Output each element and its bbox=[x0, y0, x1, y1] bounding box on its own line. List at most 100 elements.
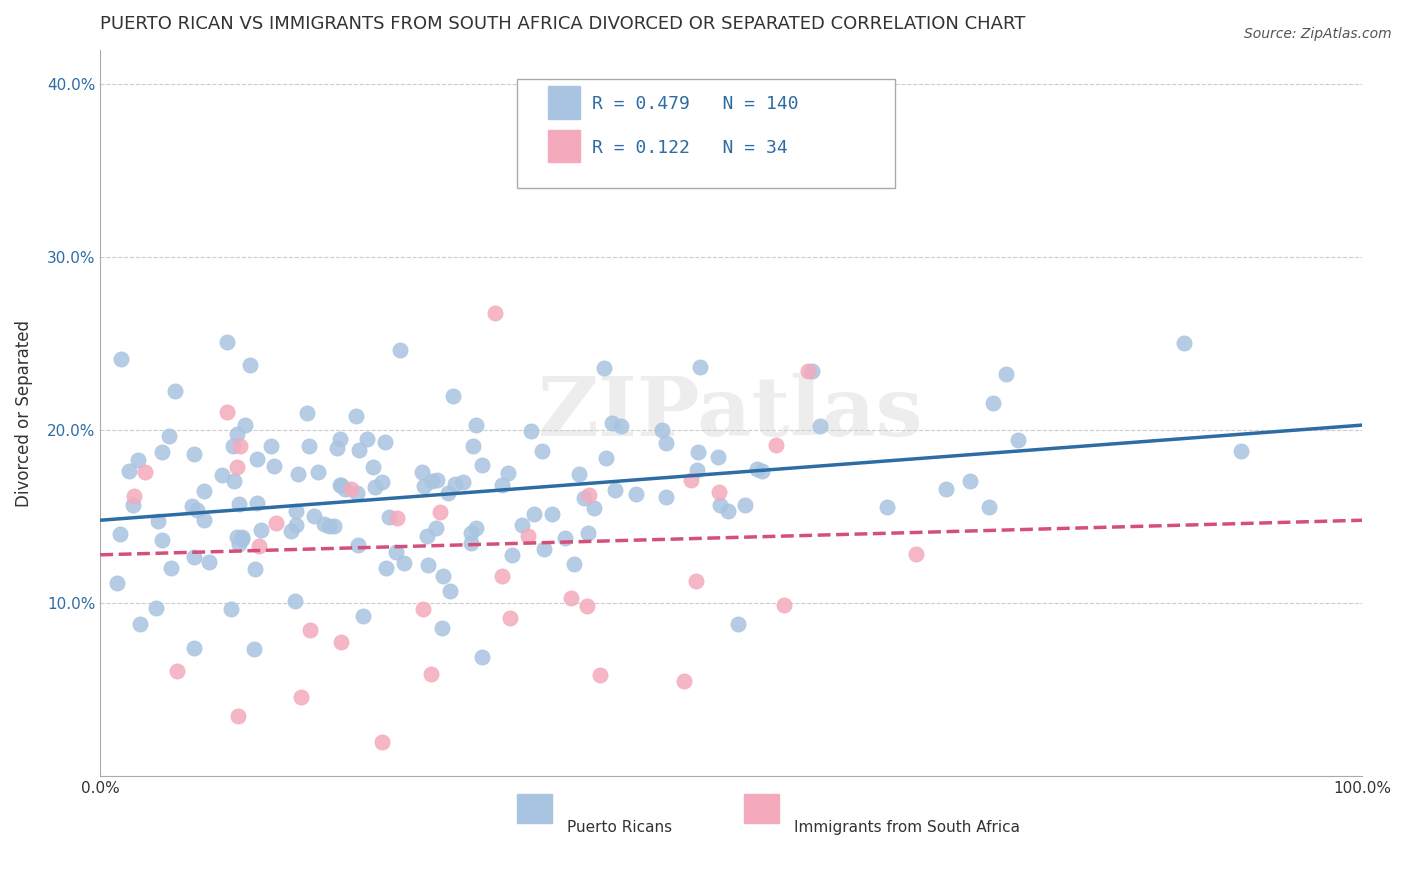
Point bbox=[340, 482, 363, 496]
Point bbox=[429, 505, 451, 519]
Point bbox=[1173, 335, 1195, 350]
Point bbox=[371, 475, 394, 489]
FancyBboxPatch shape bbox=[516, 78, 896, 188]
Point bbox=[655, 490, 678, 504]
Point bbox=[150, 445, 173, 459]
Point bbox=[333, 482, 356, 496]
Point bbox=[686, 463, 709, 477]
Point bbox=[323, 519, 346, 533]
Point bbox=[430, 621, 453, 635]
Point bbox=[709, 498, 731, 512]
Point bbox=[727, 616, 749, 631]
Point bbox=[183, 641, 205, 656]
Point bbox=[280, 524, 302, 538]
Point bbox=[499, 611, 522, 625]
Point bbox=[977, 500, 1000, 515]
Y-axis label: Divorced or Separated: Divorced or Separated bbox=[15, 319, 32, 507]
Point bbox=[463, 439, 485, 453]
FancyBboxPatch shape bbox=[516, 795, 553, 823]
Point bbox=[655, 436, 678, 450]
Point bbox=[239, 358, 262, 372]
Point bbox=[516, 528, 538, 542]
Text: PUERTO RICAN VS IMMIGRANTS FROM SOUTH AFRICA DIVORCED OR SEPARATED CORRELATION C: PUERTO RICAN VS IMMIGRANTS FROM SOUTH AF… bbox=[100, 15, 1025, 33]
Point bbox=[905, 547, 928, 561]
Point bbox=[412, 478, 434, 492]
Point bbox=[595, 450, 617, 465]
Point bbox=[420, 667, 443, 681]
Point bbox=[707, 485, 730, 500]
Point bbox=[388, 343, 411, 358]
Point bbox=[751, 463, 773, 477]
Point bbox=[554, 531, 576, 545]
Point bbox=[150, 533, 173, 547]
Point bbox=[186, 503, 208, 517]
Point bbox=[491, 477, 513, 491]
Point bbox=[935, 482, 957, 496]
Point bbox=[679, 474, 702, 488]
Point bbox=[484, 306, 506, 320]
Point bbox=[318, 519, 340, 533]
Point bbox=[501, 548, 523, 562]
Point bbox=[460, 526, 482, 541]
Point bbox=[183, 549, 205, 564]
Point bbox=[108, 527, 131, 541]
Point bbox=[295, 406, 318, 420]
Point bbox=[290, 690, 312, 704]
Point bbox=[128, 617, 150, 632]
Point bbox=[231, 530, 253, 544]
Point bbox=[471, 458, 494, 472]
Point bbox=[689, 360, 711, 375]
Point bbox=[609, 418, 631, 433]
Point bbox=[411, 465, 433, 479]
Point bbox=[593, 361, 616, 376]
Point bbox=[994, 367, 1017, 381]
Point bbox=[215, 404, 238, 418]
Point bbox=[228, 439, 250, 453]
Point bbox=[533, 542, 555, 557]
Point bbox=[246, 495, 269, 509]
Point bbox=[707, 450, 730, 464]
Point bbox=[226, 427, 249, 442]
Point bbox=[717, 504, 740, 518]
Point bbox=[215, 335, 238, 350]
Point bbox=[520, 424, 543, 438]
FancyBboxPatch shape bbox=[548, 87, 579, 119]
Point bbox=[233, 418, 256, 433]
Point bbox=[876, 500, 898, 514]
Point bbox=[145, 601, 167, 615]
Point bbox=[285, 517, 308, 532]
Point bbox=[624, 487, 647, 501]
Point bbox=[426, 473, 449, 487]
Point bbox=[231, 532, 253, 546]
Point bbox=[118, 464, 141, 478]
Point bbox=[959, 474, 981, 488]
Point bbox=[374, 560, 396, 574]
Point bbox=[287, 467, 309, 482]
FancyBboxPatch shape bbox=[548, 129, 579, 162]
Point bbox=[326, 442, 349, 456]
Point bbox=[285, 503, 308, 517]
Point bbox=[800, 364, 823, 378]
Point bbox=[392, 557, 415, 571]
Point bbox=[105, 576, 128, 591]
Point bbox=[329, 477, 352, 491]
FancyBboxPatch shape bbox=[744, 795, 779, 823]
Point bbox=[157, 429, 180, 443]
Point bbox=[530, 444, 553, 458]
Point bbox=[416, 529, 439, 543]
Point bbox=[371, 734, 394, 748]
Point bbox=[183, 447, 205, 461]
Text: Source: ZipAtlas.com: Source: ZipAtlas.com bbox=[1244, 27, 1392, 41]
Text: R = 0.479   N = 140: R = 0.479 N = 140 bbox=[592, 95, 799, 113]
Point bbox=[374, 434, 396, 449]
Point bbox=[575, 599, 598, 613]
Point bbox=[134, 465, 156, 479]
Point bbox=[247, 539, 270, 553]
Point bbox=[352, 609, 374, 624]
Point bbox=[356, 432, 378, 446]
Point bbox=[443, 476, 465, 491]
Point bbox=[246, 451, 269, 466]
Point bbox=[228, 497, 250, 511]
Point bbox=[578, 488, 600, 502]
Point bbox=[222, 439, 245, 453]
